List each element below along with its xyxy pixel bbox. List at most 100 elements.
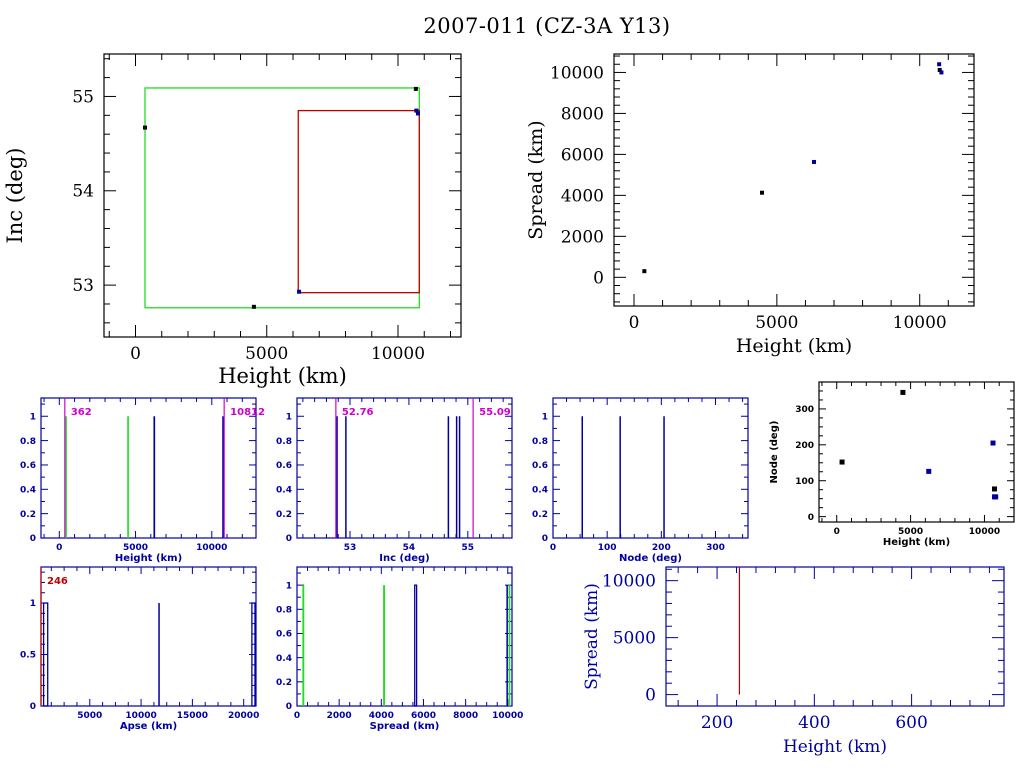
y-tick-label: 0.6	[276, 461, 292, 471]
y-tick-label: 200	[795, 441, 814, 451]
x-axis-label: Height (km)	[218, 364, 347, 388]
y-axis-label: Node (deg)	[769, 421, 780, 484]
histogram-bar	[336, 416, 338, 538]
y-tick-label: 4000	[561, 186, 604, 206]
x-tick-label: 53	[344, 543, 357, 553]
x-axis-label: Spread (km)	[370, 721, 440, 732]
x-tick-label: 20000	[228, 711, 259, 721]
plot-frame	[665, 566, 1005, 707]
y-tick-label: 0.8	[20, 437, 36, 447]
y-tick-label: 0.4	[20, 485, 36, 495]
x-tick-label: 4000	[369, 711, 394, 721]
y-tick-label: 1	[286, 412, 292, 422]
chart-inc-histogram: 53 54 55 0 0.2 0.4 0.6 0.8 1 Inc (deg) 52.76 55.09	[276, 397, 513, 564]
y-tick-label: 0.8	[532, 437, 548, 447]
x-tick-label: 5000	[123, 543, 148, 553]
x-tick-label: 55	[462, 543, 475, 553]
y-tick-label: 0	[30, 702, 36, 712]
x-tick-label: 54	[403, 543, 416, 553]
x-tick-label: 200	[701, 713, 733, 733]
limit-marker-label: 246	[47, 576, 68, 587]
plot-frame	[40, 566, 257, 707]
y-tick-label: 0	[593, 268, 604, 288]
y-tick-label: 55	[72, 87, 94, 107]
x-tick-label: 0	[130, 344, 141, 364]
x-axis-label: Height (km)	[736, 335, 852, 357]
x-tick-label: 600	[895, 713, 927, 733]
data-point	[992, 486, 997, 492]
histogram-bar	[222, 416, 225, 538]
x-tick-label: 5000	[898, 527, 923, 537]
y-tick-label: 1	[286, 581, 292, 591]
x-tick-label: 300	[706, 543, 725, 553]
data-point	[413, 86, 418, 91]
histogram-bar	[619, 416, 621, 538]
x-tick-label: 0	[834, 527, 840, 537]
x-tick-label: 10000	[492, 711, 523, 721]
data-point	[415, 111, 420, 116]
histogram-bar	[42, 602, 49, 707]
histogram-bar	[345, 416, 347, 538]
chart-height-histogram: 0 5000 10000 0 0.2 0.4 0.6 0.8 1 Height (km) 362 10…	[20, 397, 265, 564]
plot-frame	[40, 397, 257, 539]
plot-frame	[296, 566, 513, 707]
chart-inc-vs-height: 0 5000 10000 53 54 55 Height (km) Inc (deg)	[3, 53, 462, 388]
x-tick-label: 5000	[245, 344, 288, 364]
data-point	[414, 108, 419, 113]
y-tick-label: 6000	[561, 145, 604, 165]
x-axis-label: Apse (km)	[120, 721, 177, 732]
data-point	[143, 125, 148, 130]
x-tick-label: 100	[598, 543, 617, 553]
chart-node-vs-height: 0 5000 10000 0 100 200 300 Height (km) Node (deg…	[769, 381, 1015, 548]
y-tick-label: 0.5	[20, 651, 36, 661]
histogram-bar	[458, 416, 461, 538]
x-tick-label: 200	[652, 543, 671, 553]
histogram-bar	[506, 585, 508, 706]
data-point	[760, 190, 764, 195]
y-tick-label: 0	[286, 702, 292, 712]
x-tick-label: 5000	[77, 711, 102, 721]
y-axis-label: Inc (deg)	[3, 148, 27, 244]
x-tick-label: 6000	[411, 711, 436, 721]
y-tick-label: 0.2	[20, 510, 36, 520]
y-tick-label: 0.2	[276, 510, 292, 520]
y-tick-label: 8000	[561, 104, 604, 124]
x-tick-label: 5000	[755, 313, 798, 333]
data-point	[939, 70, 944, 75]
x-tick-label: 2000	[327, 711, 352, 721]
data-point	[900, 389, 906, 395]
plot-frame	[296, 397, 513, 539]
histogram-bar	[383, 585, 386, 706]
data-point	[839, 459, 845, 465]
data-point	[926, 468, 932, 474]
y-tick-label: 1	[30, 599, 36, 609]
x-axis-label: Node (deg)	[619, 553, 682, 564]
plot-frame	[552, 397, 749, 539]
x-tick-label: 10000	[371, 344, 425, 364]
y-tick-label: 10000	[550, 63, 604, 83]
y-tick-label: 54	[72, 182, 94, 202]
x-tick-label: 0	[550, 543, 556, 553]
x-tick-label: 10000	[969, 527, 1000, 537]
chart-spread-vs-height: 0 5000 10000 0 2000 4000 6000 8000 10000 Height (…	[525, 53, 975, 357]
y-tick-label: 100	[795, 477, 814, 487]
plot-frame	[103, 53, 462, 338]
histogram-bar	[414, 584, 418, 707]
histogram-bar	[663, 416, 665, 538]
y-tick-label: 0.6	[532, 461, 548, 471]
x-tick-label: 15000	[177, 711, 208, 721]
y-tick-label: 0.4	[532, 485, 548, 495]
histogram-bar	[302, 585, 305, 706]
y-tick-label: 0	[645, 686, 656, 706]
data-point	[642, 269, 647, 274]
y-tick-label: 0	[286, 534, 292, 544]
histogram-bar	[153, 416, 156, 538]
histogram-bar	[581, 416, 583, 538]
y-tick-label: 1	[542, 412, 548, 422]
x-tick-label: 10000	[196, 543, 227, 553]
histogram-bar	[508, 585, 511, 706]
y-tick-label: 2000	[561, 227, 604, 247]
red-envelope-box	[297, 109, 420, 294]
chart-apse-histogram: 5000 10000 15000 20000 0 0.5 1 Apse (km) 246	[20, 566, 259, 732]
x-axis-label: Height (km)	[783, 737, 887, 757]
